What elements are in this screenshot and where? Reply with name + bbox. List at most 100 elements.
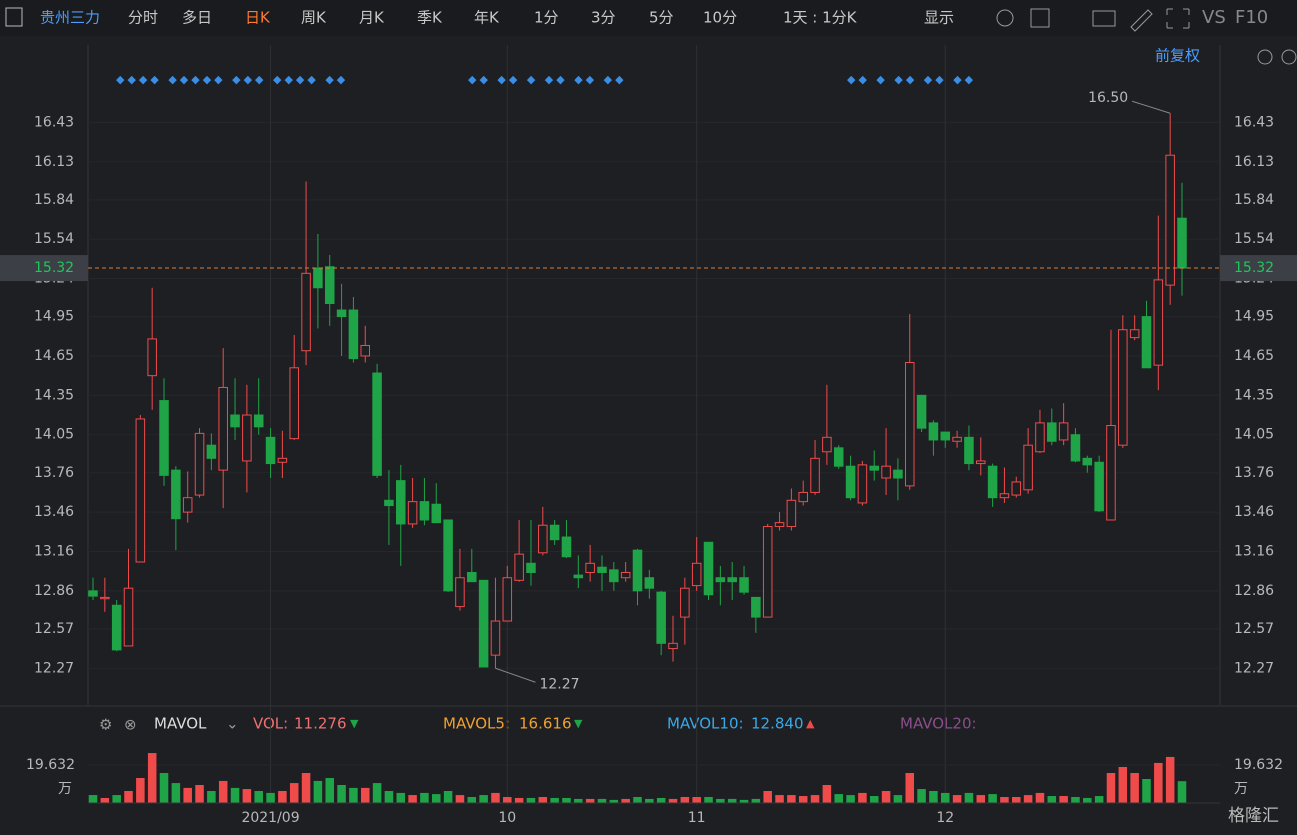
candle-body [573,574,584,579]
y-tick-label: 16.43 [34,114,74,130]
candle-body [242,414,252,462]
event-markers: ◆◆◆◆ ◆◆◆◆◆ ◆◆◆ ◆◆◆◆ ◆◆ [116,73,348,86]
tab[interactable]: 3分 [591,9,616,27]
menu-icon[interactable] [5,7,23,27]
volume-bar [716,798,725,803]
display[interactable]: 显示 [924,9,954,27]
camera[interactable] [1092,10,1116,27]
expand[interactable] [1166,8,1190,29]
arrow: ▼ [350,717,359,730]
volume-bar [313,780,323,803]
candle-body [100,596,110,600]
last-price-label: 15.32 [34,260,74,276]
volume-bar [1177,781,1187,803]
candle-body [668,642,678,650]
tab[interactable]: 月K [359,9,385,27]
volume-bar [443,791,453,803]
tab[interactable]: 日K [245,9,271,27]
candle-body [514,553,524,581]
indicator-name[interactable]: MAVOL [154,715,207,733]
candle-body [265,436,276,465]
volume-bar [550,797,559,803]
volume-bar [952,795,962,803]
volume-bar [574,798,583,803]
y-tick-label: 13.16 [34,543,74,559]
volume-bar [964,792,974,803]
candle-body [1153,279,1164,366]
volume-bar [668,798,678,803]
volume-bar [1012,797,1021,803]
candle-body [1118,329,1128,446]
period[interactable]: 1天 : 1分K [783,9,858,27]
tab[interactable]: 5分 [649,9,674,27]
ma10-label: MAVOL10: [667,715,744,733]
volume-bar [207,791,216,803]
candle-body [277,457,288,463]
volume-bar [526,797,536,803]
y-tick-label: 12.27 [1234,660,1274,676]
volume-bar [491,792,500,803]
volume-bar [408,795,417,803]
candle-body [869,465,880,471]
volume-bar [278,791,287,803]
zoom-in[interactable] [1281,49,1297,65]
last-price-box [0,255,88,282]
settings-icon[interactable]: ⚙ [99,716,112,734]
dropdown[interactable]: ⌄ [226,715,239,733]
volume-bar [633,797,642,803]
volume-bar [538,797,548,803]
candle-body [360,344,371,357]
tab[interactable]: 年K [474,9,500,27]
gear[interactable] [996,9,1014,27]
volume-bar [751,798,761,803]
candle-body [1023,444,1033,491]
candle-body [478,579,489,668]
volume-bar [562,797,571,803]
vs[interactable]: VS [1202,7,1226,28]
tab[interactable]: 周K [301,9,327,27]
volume-bar [396,792,406,803]
tab[interactable]: 多日 [182,9,212,27]
volume-bar [645,798,654,803]
candle-body [289,367,299,440]
volume-bar [1023,795,1033,803]
adjust[interactable]: 前复权 [1155,47,1200,65]
volume-bar [940,792,950,803]
ma5-label: MAVOL5: [443,715,510,733]
candle-body [490,620,501,656]
volume-bar [810,795,820,803]
tab[interactable]: 季K [417,9,443,27]
candle-body [928,422,939,441]
tabs: 分时 多日 日K 周K 月K 季K 年K 1分 3分 5分 10分 [128,9,737,27]
candle-body [987,465,998,499]
candle-body [1058,422,1069,441]
volume-bar [656,797,666,803]
candle-body [455,577,465,608]
candle-body [810,457,820,493]
y-tick-label: 12.57 [1234,621,1274,637]
candle-body [739,577,749,593]
x-tick-label: 2021/09 [241,810,299,826]
candle-body [1141,316,1152,369]
volume-bar [976,795,986,803]
candle-body [952,436,962,442]
tab[interactable]: 10分 [703,9,737,27]
box[interactable] [1030,8,1050,28]
candle-body [976,460,986,465]
close-icon[interactable]: ⊗ [124,716,137,734]
volume-bar [301,773,311,803]
f10[interactable]: F10 [1235,7,1268,28]
volume-bar [680,797,690,803]
candle-body [1035,422,1045,453]
pen[interactable] [1130,9,1153,32]
stock-name[interactable]: 贵州三力 [40,9,100,27]
volume-bar [1000,797,1009,803]
candle-body [904,362,915,487]
y-tick-label: 14.05 [1234,427,1274,443]
volume-bar [503,797,512,803]
tab[interactable]: 1分 [534,9,559,27]
zoom-out[interactable] [1257,49,1273,65]
tab[interactable]: 分时 [128,9,158,27]
y-tick-label: 14.95 [34,309,74,325]
